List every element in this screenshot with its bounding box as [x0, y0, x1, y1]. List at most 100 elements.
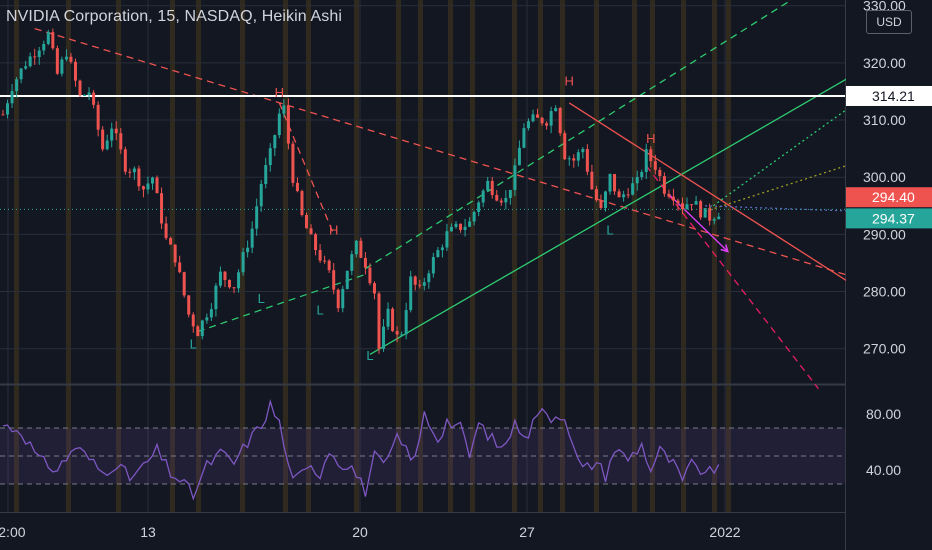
- candle-body: [291, 143, 295, 183]
- candle-body: [545, 123, 549, 126]
- candle-body: [409, 276, 413, 311]
- candle-body: [477, 202, 481, 212]
- session-band-9: [396, 0, 401, 512]
- session-band-12: [470, 0, 475, 512]
- rsi-tick-label-1: 40.00: [866, 462, 901, 478]
- session-band-7: [306, 0, 311, 512]
- candle-body: [105, 140, 109, 150]
- candle-body: [368, 267, 372, 284]
- candle-body: [137, 168, 141, 187]
- candle-body: [440, 247, 444, 251]
- candle-body: [603, 191, 607, 208]
- trend-line-3: [365, 0, 793, 270]
- candle-body: [318, 250, 322, 261]
- candle-body: [472, 211, 476, 222]
- candle-body: [599, 200, 603, 208]
- trend-line-8: [645, 165, 819, 390]
- pattern-markers: H H H H L L L L L: [190, 74, 656, 363]
- price-tick-label-6: 270.00: [863, 341, 906, 357]
- rsi-tick-label-0: 80.00: [866, 406, 901, 422]
- candle-body: [196, 326, 200, 337]
- candle-body: [33, 56, 37, 58]
- candle-body: [517, 147, 521, 166]
- rsi-band: [0, 427, 845, 485]
- candle-body: [413, 276, 417, 285]
- candle-body: [259, 183, 263, 207]
- candle-body: [712, 219, 716, 221]
- session-band-6: [283, 0, 288, 512]
- candle-body: [531, 114, 535, 122]
- candle-body: [15, 79, 19, 92]
- candle-body: [708, 208, 712, 221]
- candle-body: [513, 165, 517, 190]
- low-marker-2: L: [316, 302, 323, 317]
- candle-body: [119, 133, 123, 150]
- candle-body: [526, 121, 530, 129]
- candle-body: [277, 113, 281, 136]
- price-tag-0: [846, 187, 932, 208]
- price-tick-label-4: 290.00: [863, 226, 906, 242]
- candle-body: [391, 308, 395, 332]
- candle-body: [114, 128, 118, 134]
- candle-body: [141, 186, 145, 190]
- candle-body: [495, 194, 499, 201]
- trend-line-9: [668, 193, 729, 252]
- time-axis[interactable]: 12:00 13 20 27 2022: [0, 524, 741, 540]
- price-axis[interactable]: 330.00320.00310.00300.00290.00280.00270.…: [846, 0, 932, 550]
- candle-body: [146, 183, 150, 190]
- candle-body: [264, 165, 268, 184]
- candle-body: [658, 169, 662, 177]
- candle-body: [295, 182, 299, 192]
- currency-selector-button[interactable]: USD: [866, 10, 912, 34]
- price-tag-label-0: 294.40: [872, 189, 915, 205]
- candle-body: [640, 172, 644, 178]
- candle-body: [78, 80, 82, 96]
- candle-body: [558, 108, 562, 134]
- rsi-line: [2, 398, 720, 501]
- candle-body: [536, 114, 540, 118]
- candle-body: [400, 334, 404, 336]
- candle-body: [314, 234, 318, 251]
- candle-body: [160, 193, 164, 224]
- candle-body: [110, 128, 114, 141]
- candle-body: [554, 108, 558, 112]
- candle-body: [490, 180, 494, 195]
- candle-body: [590, 171, 594, 190]
- candle-body: [123, 149, 127, 172]
- session-band-17: [632, 0, 637, 512]
- candle-body: [200, 320, 204, 337]
- time-tick-label-0: 12:00: [0, 524, 26, 540]
- candle-body: [332, 270, 336, 290]
- candle-body: [155, 177, 159, 194]
- session-band-20: [712, 0, 717, 512]
- candle-body: [336, 289, 340, 309]
- candle-body: [42, 43, 46, 51]
- candle-body: [150, 177, 154, 184]
- candle-body: [481, 190, 485, 203]
- trend-line-10: [705, 205, 864, 213]
- candle-body: [341, 288, 345, 309]
- candle-body: [635, 177, 639, 184]
- price-tick-label-2: 310.00: [863, 112, 906, 128]
- candle-body: [268, 148, 272, 166]
- candle-body: [454, 223, 458, 227]
- session-band-21: [726, 0, 731, 512]
- candle-body: [286, 105, 290, 144]
- candle-body: [717, 216, 721, 220]
- session-band-0: [14, 0, 19, 512]
- heikin-ashi-candles[interactable]: [0, 28, 845, 354]
- candle-body: [395, 331, 399, 335]
- candle-body: [173, 244, 177, 263]
- candle-body: [653, 161, 657, 170]
- candle-body: [87, 92, 91, 95]
- candle-body: [69, 56, 73, 62]
- candle-body: [418, 284, 422, 286]
- candle-body: [449, 226, 453, 232]
- candle-body: [64, 56, 68, 60]
- candle-body: [622, 194, 626, 198]
- candle-body: [327, 260, 331, 271]
- candle-body: [309, 228, 313, 235]
- price-tag-label-1: 294.37: [872, 210, 915, 226]
